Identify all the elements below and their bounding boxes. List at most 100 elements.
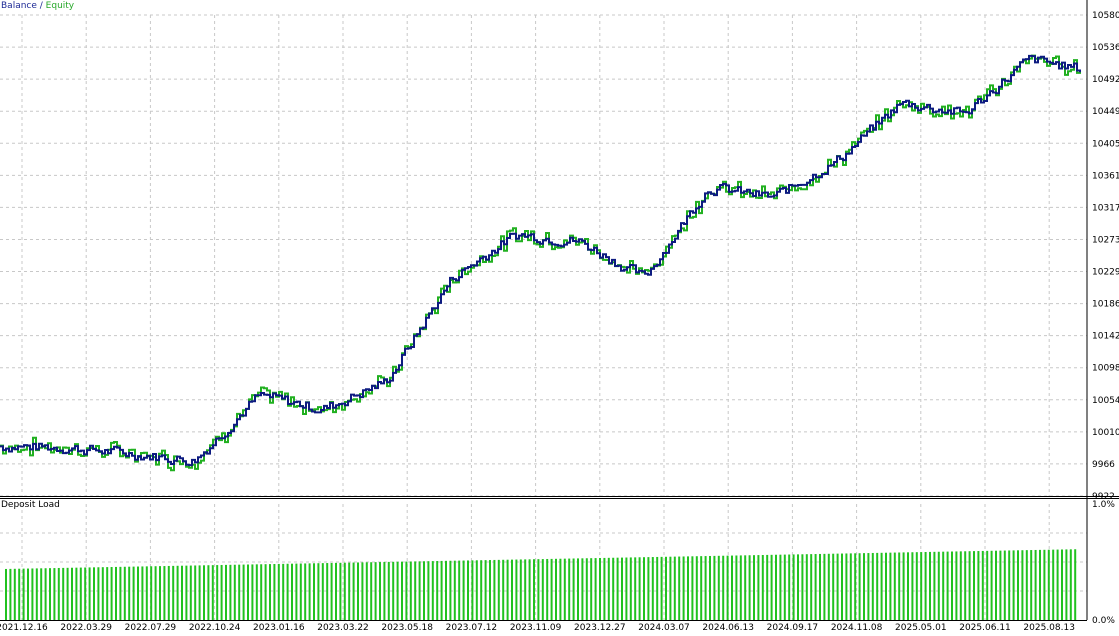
deposit-load-bar <box>440 560 443 620</box>
deposit-load-bar <box>71 567 73 620</box>
deposit-load-bar <box>418 561 421 620</box>
deposit-load-bar <box>599 558 601 620</box>
deposit-load-bar <box>44 568 47 620</box>
deposit-load-bar <box>1008 550 1011 620</box>
deposit-load-bar <box>766 554 769 620</box>
deposit-load-bar <box>832 553 835 620</box>
deposit-load-bar <box>458 560 461 620</box>
balance-line <box>0 54 1081 467</box>
deposit-load-bar <box>656 556 659 620</box>
deposit-load-bar <box>533 559 535 620</box>
x-tick-label: 2023.01.16 <box>253 623 305 632</box>
deposit-load-bar <box>876 552 879 620</box>
deposit-load-bar <box>475 560 478 620</box>
deposit-load-bar <box>964 551 967 620</box>
deposit-load-bar <box>299 563 302 620</box>
deposit-load-bar <box>436 561 439 620</box>
deposit-load-bar <box>31 568 34 620</box>
deposit-load-bar <box>902 552 905 620</box>
deposit-load-bar <box>841 553 843 620</box>
deposit-load-bar <box>849 553 852 620</box>
deposit-load-bar <box>937 551 940 620</box>
deposit-load-bar <box>484 560 487 620</box>
y-tick-label: 10010 <box>1092 428 1119 438</box>
deposit-load-bar <box>445 560 447 620</box>
deposit-load-bar <box>123 566 126 620</box>
deposit-load-bar <box>115 566 117 620</box>
deposit-load-bar <box>955 551 958 620</box>
deposit-load-bar <box>1056 549 1059 620</box>
deposit-load-bar <box>361 562 364 620</box>
deposit-load-bar <box>779 554 782 620</box>
x-tick-label: 2024.09.17 <box>767 623 819 632</box>
deposit-load-bar <box>282 563 285 620</box>
y-tick-label: 10054 <box>1092 396 1119 406</box>
y-tick-label: 10449 <box>1092 107 1119 117</box>
deposit-load-bar <box>810 554 813 620</box>
deposit-load-bar <box>572 558 575 620</box>
deposit-load-bar <box>471 560 474 620</box>
deposit-load-bar <box>35 568 38 620</box>
deposit-load-bar <box>515 559 518 620</box>
deposit-load-bar <box>607 557 610 620</box>
deposit-load-bar <box>713 555 716 620</box>
deposit-load-bar <box>387 561 390 620</box>
deposit-load-bar <box>79 567 82 620</box>
deposit-load-bar <box>308 563 311 620</box>
y-tick-label: 10405 <box>1092 139 1119 149</box>
load-y-tick-label: 1.0% <box>1092 500 1115 510</box>
deposit-load-bar <box>801 554 804 620</box>
deposit-load-bar <box>304 563 307 620</box>
deposit-load-bar <box>357 562 359 620</box>
deposit-load-bar <box>251 564 254 620</box>
deposit-load-bar <box>753 555 755 620</box>
deposit-load-bar <box>229 564 232 620</box>
deposit-load-bar <box>242 564 245 620</box>
deposit-load-bar <box>651 557 654 620</box>
deposit-load-bar <box>695 556 698 620</box>
legend-separator: / <box>36 1 46 11</box>
deposit-load-bar <box>502 559 505 620</box>
deposit-load-bar <box>106 567 109 620</box>
equity-line <box>0 54 1081 472</box>
deposit-load-bar <box>427 561 430 620</box>
deposit-load-bar <box>203 565 205 620</box>
deposit-load-bar <box>506 559 509 620</box>
x-tick-label: 2024.03.07 <box>638 623 690 632</box>
deposit-load-bar <box>929 551 931 620</box>
x-tick-label: 2023.03.22 <box>317 623 369 632</box>
deposit-load-bar <box>814 554 817 620</box>
deposit-load-bar <box>836 553 839 620</box>
x-tick-label: 2024.06.13 <box>702 623 754 632</box>
x-tick-label: 2023.12.27 <box>574 623 626 632</box>
deposit-load-bar <box>352 562 355 620</box>
deposit-load-bar <box>854 553 857 620</box>
deposit-load-bar <box>75 567 78 620</box>
deposit-load-bar <box>827 553 830 620</box>
x-tick-label: 2025.06.11 <box>959 623 1011 632</box>
deposit-load-bar <box>216 565 219 620</box>
x-tick-label: 2024.11.08 <box>831 623 883 632</box>
deposit-load-bar <box>163 566 166 620</box>
deposit-load-bar <box>1065 549 1068 620</box>
deposit-load-bar <box>537 559 540 620</box>
deposit-load-bar <box>959 551 962 620</box>
deposit-load-bar <box>687 556 689 620</box>
deposit-load-bar <box>858 553 861 620</box>
deposit-load-bar <box>770 554 773 620</box>
deposit-load-bar <box>405 561 408 620</box>
y-tick-label: 10229 <box>1092 268 1119 278</box>
deposit-load-bar <box>885 552 887 620</box>
deposit-load-bar <box>409 561 412 620</box>
deposit-load-bar <box>585 558 588 620</box>
deposit-load-bar <box>678 556 681 620</box>
deposit-load-bar <box>374 562 377 620</box>
deposit-load-bar <box>423 561 425 620</box>
deposit-load-bar <box>110 567 113 620</box>
deposit-load-bar <box>594 558 597 620</box>
deposit-load-bar <box>295 563 298 620</box>
y-tick-label: 10536 <box>1092 43 1119 53</box>
deposit-load-bar <box>660 556 663 620</box>
x-tick-label: 2023.05.18 <box>381 623 433 632</box>
deposit-load-bar <box>396 561 399 620</box>
